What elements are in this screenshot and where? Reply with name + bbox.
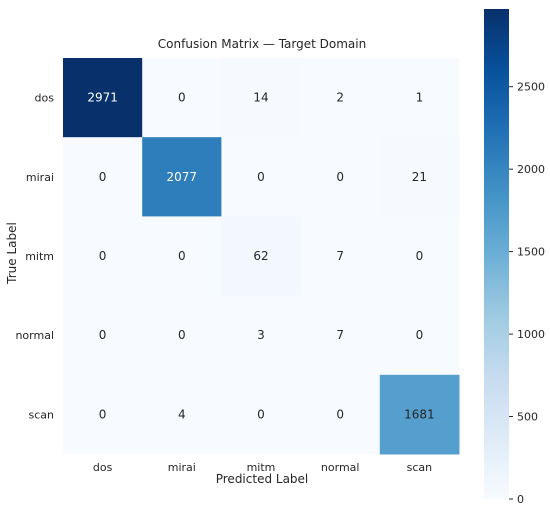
x-tick-label: mirai bbox=[168, 461, 196, 474]
y-tick-labels: dos mirai mitm normal scan bbox=[15, 92, 54, 422]
colorbar-tick-label: 2500 bbox=[517, 81, 545, 94]
heatmap-cell bbox=[221, 295, 302, 376]
heatmap-cell bbox=[221, 58, 302, 138]
heatmap-cell bbox=[63, 374, 143, 455]
cell-value-label: 1681 bbox=[404, 407, 435, 421]
heatmap-cell bbox=[300, 295, 381, 376]
cell-value-label: 0 bbox=[416, 249, 424, 263]
cell-value-label: 0 bbox=[257, 407, 265, 421]
y-axis-label: True Label bbox=[5, 222, 19, 285]
y-tick-label: mitm bbox=[25, 250, 54, 263]
x-axis-label: Predicted Label bbox=[216, 472, 309, 486]
heatmap-cell bbox=[142, 137, 222, 217]
y-tick-label: normal bbox=[15, 329, 54, 342]
colorbar-tick-label: 500 bbox=[517, 411, 538, 424]
cell-value-label: 0 bbox=[99, 328, 107, 342]
cell-value-label: 0 bbox=[257, 170, 265, 184]
heatmap-cell bbox=[142, 295, 222, 376]
cell-value-label: 0 bbox=[99, 170, 107, 184]
x-tick-label: mitm bbox=[247, 461, 276, 474]
cell-value-label: 62 bbox=[253, 249, 268, 263]
x-tick-label: normal bbox=[321, 461, 360, 474]
colorbar-tick-label: 1500 bbox=[517, 246, 545, 259]
heatmap-cell bbox=[379, 216, 460, 297]
colorbar-tick-label: 0 bbox=[517, 493, 524, 506]
heatmap-cell bbox=[63, 295, 143, 376]
cell-value-label: 7 bbox=[336, 249, 344, 263]
y-tick-label: scan bbox=[29, 408, 55, 421]
cell-value-label: 2 bbox=[336, 91, 344, 105]
heatmap-cell bbox=[379, 137, 460, 217]
heatmap-cell bbox=[63, 137, 143, 217]
cell-value-label: 4 bbox=[178, 407, 186, 421]
heatmap-cell-labels: 2971 0 14 2 10 2077 0 0 210 0 62 7 00 0 3 7 00 4 0 0 1681 bbox=[87, 91, 434, 422]
heatmap-cell bbox=[379, 295, 460, 376]
heatmap-cell bbox=[142, 58, 222, 138]
cell-value-label: 3 bbox=[257, 328, 265, 342]
cell-value-label: 0 bbox=[178, 91, 186, 105]
heatmap-cell bbox=[142, 216, 222, 297]
heatmap-cell bbox=[63, 216, 143, 297]
cell-value-label: 0 bbox=[416, 328, 424, 342]
cell-value-label: 14 bbox=[253, 91, 268, 105]
cell-value-label: 7 bbox=[336, 328, 344, 342]
chart-title: Confusion Matrix — Target Domain bbox=[158, 37, 366, 51]
heatmap-cell bbox=[221, 216, 302, 297]
heatmap-cell bbox=[221, 374, 302, 455]
x-tick-label: scan bbox=[407, 461, 433, 474]
y-tick-label: mirai bbox=[26, 171, 54, 184]
heatmap-cell bbox=[300, 216, 381, 297]
heatmap-cells bbox=[63, 58, 460, 455]
cell-value-label: 2077 bbox=[167, 170, 198, 184]
heatmap-cell bbox=[300, 58, 381, 138]
colorbar-tick-label: 1000 bbox=[517, 328, 545, 341]
heatmap-cell bbox=[379, 58, 460, 138]
cell-value-label: 21 bbox=[412, 170, 427, 184]
x-tick-label: dos bbox=[93, 461, 113, 474]
heatmap-cell bbox=[142, 374, 222, 455]
heatmap-cell bbox=[300, 137, 381, 217]
cell-value-label: 0 bbox=[99, 249, 107, 263]
cell-value-label: 0 bbox=[336, 170, 344, 184]
colorbar bbox=[484, 9, 509, 499]
cell-value-label: 0 bbox=[336, 407, 344, 421]
x-tick-labels: dos mirai mitm normal scan bbox=[93, 461, 432, 474]
colorbar-tick-label: 2000 bbox=[517, 163, 545, 176]
heatmap-cell bbox=[63, 58, 143, 138]
heatmap-cell bbox=[300, 374, 381, 455]
cell-value-label: 0 bbox=[99, 407, 107, 421]
heatmap-cell bbox=[221, 137, 302, 217]
y-tick-label: dos bbox=[35, 92, 55, 105]
cell-value-label: 1 bbox=[416, 91, 424, 105]
heatmap-cell bbox=[379, 374, 460, 455]
colorbar-ticks: 0 500 1000 1500 2000 2500 bbox=[509, 81, 545, 506]
cell-value-label: 0 bbox=[178, 249, 186, 263]
cell-value-label: 0 bbox=[178, 328, 186, 342]
cell-value-label: 2971 bbox=[87, 91, 118, 105]
